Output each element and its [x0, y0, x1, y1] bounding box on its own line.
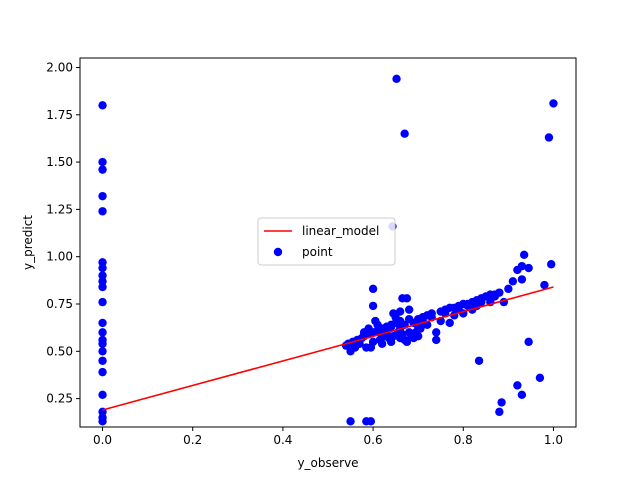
data-point [549, 99, 558, 108]
plot-frame [79, 57, 577, 428]
data-point [98, 101, 107, 110]
data-point [98, 318, 107, 328]
data-point [535, 373, 545, 382]
y-tick-label: 0.25 [46, 392, 73, 406]
y-tick-label: 1.00 [46, 250, 73, 264]
data-point [524, 337, 533, 347]
data-point [517, 261, 527, 271]
data-point [508, 277, 518, 286]
data-point [98, 417, 107, 426]
data-point [547, 260, 556, 269]
data-point [364, 324, 373, 333]
data-point [98, 263, 107, 273]
legend-point-swatch [273, 247, 283, 257]
data-point [98, 356, 107, 365]
data-point [98, 191, 107, 201]
data-point [432, 328, 441, 337]
x-axis-label: y_observe [297, 456, 358, 470]
data-point [346, 417, 355, 426]
data-point [377, 339, 387, 348]
data-point [366, 417, 376, 426]
data-point [395, 333, 405, 343]
y-tick-label: 0.50 [46, 344, 73, 358]
data-point [517, 390, 527, 400]
x-axis-ticks: 0.0 0.2 0.4 0.6 0.8 1.0 [93, 427, 563, 447]
data-point [497, 398, 506, 407]
data-point [98, 282, 107, 292]
data-point [373, 320, 382, 330]
data-point [98, 297, 107, 307]
y-tick-label: 1.25 [46, 202, 73, 216]
y-tick-label: 2.00 [46, 60, 73, 74]
data-point [490, 292, 500, 301]
data-point [368, 337, 378, 347]
data-point [474, 356, 484, 365]
data-point [400, 129, 409, 138]
data-point [98, 207, 107, 216]
y-axis-ticks: 0.25 0.50 0.75 1.00 1.25 1.50 1.75 2.00 [46, 60, 80, 406]
data-point [413, 331, 423, 341]
data-point [404, 305, 414, 314]
data-point [402, 294, 412, 303]
data-point [368, 301, 378, 311]
x-tick-label: 0.4 [273, 433, 292, 447]
data-point [98, 390, 107, 400]
legend-label-linear-model: linear_model [302, 224, 379, 238]
data-point [98, 347, 107, 356]
data-point [368, 284, 378, 294]
y-axis-label: y_predict [21, 215, 35, 270]
legend-box [257, 217, 396, 266]
data-point [98, 367, 107, 377]
data-point [432, 335, 441, 345]
data-point [544, 133, 554, 142]
data-point [98, 339, 107, 348]
data-point [402, 337, 412, 347]
data-point [495, 407, 504, 417]
data-point [98, 165, 107, 174]
x-tick-label: 0.8 [454, 433, 473, 447]
data-point [98, 157, 107, 167]
data-point [445, 318, 454, 328]
data-point [386, 337, 396, 347]
data-point [519, 250, 529, 259]
x-tick-label: 0.6 [364, 433, 383, 447]
data-point [392, 74, 401, 84]
data-point [386, 322, 396, 331]
data-point [517, 275, 527, 284]
x-tick-label: 0.0 [93, 433, 112, 447]
data-point [513, 381, 522, 390]
data-point [391, 313, 400, 322]
data-point [524, 263, 533, 273]
y-tick-label: 1.50 [46, 155, 73, 169]
x-tick-label: 1.0 [544, 433, 563, 447]
y-tick-label: 0.75 [46, 297, 73, 311]
data-point [404, 328, 414, 337]
legend-label-point: point [302, 245, 333, 259]
regression-line-group [102, 286, 554, 411]
data-point [98, 328, 107, 337]
data-point [355, 339, 364, 348]
data-point [540, 280, 549, 290]
regression-line [102, 286, 554, 411]
data-point [395, 307, 405, 316]
data-point [463, 301, 472, 311]
y-tick-label: 1.75 [46, 108, 73, 122]
data-point [504, 284, 513, 294]
x-tick-label: 0.2 [183, 433, 202, 447]
